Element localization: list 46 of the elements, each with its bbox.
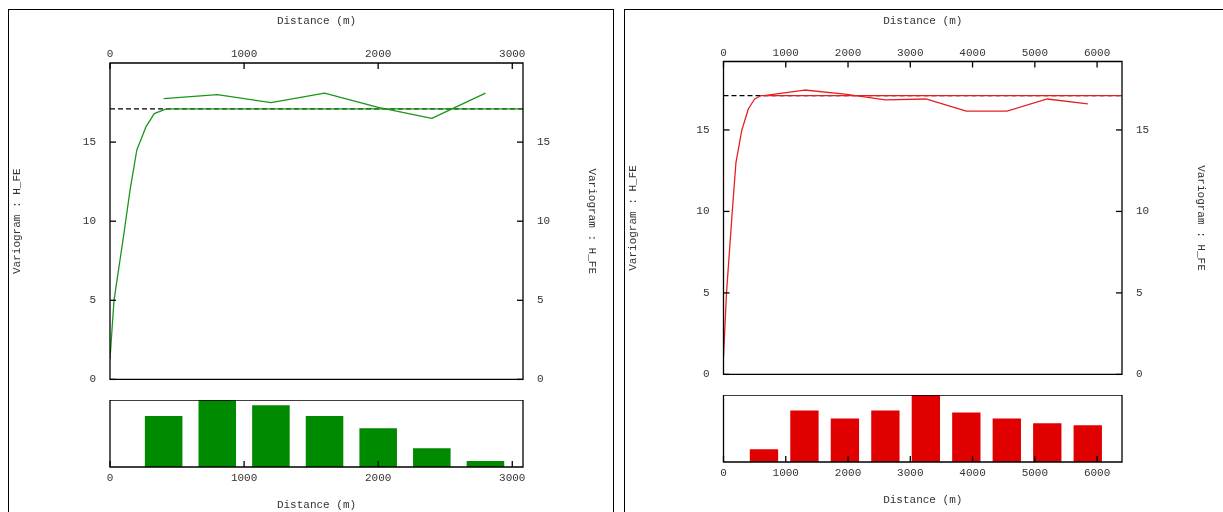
y2-tick-label: 10 — [537, 215, 551, 228]
y-axis-title: Variogram : H_FE — [10, 168, 23, 275]
y2-tick-label: 0 — [1136, 368, 1143, 381]
y2-tick-label: 15 — [1136, 123, 1150, 136]
y2-tick-label: 5 — [1136, 286, 1143, 299]
x-tick-label: 4000 — [959, 46, 986, 59]
x-tick-label: 3000 — [897, 466, 924, 479]
x-tick-label: 0 — [720, 46, 727, 59]
x-tick-label: 1000 — [772, 46, 799, 59]
x-tick-label: 3000 — [499, 471, 526, 484]
x-axis-title: Distance (m) — [276, 14, 357, 27]
x-axis-title: Distance (m) — [883, 494, 963, 507]
y2-axis-title: Variogram : H_FE — [586, 168, 599, 275]
x-tick-label: 1000 — [230, 471, 258, 484]
x-axis-title: Distance (m) — [276, 499, 357, 512]
x-tick-label: 5000 — [1021, 46, 1049, 59]
x-tick-label: 6000 — [1083, 466, 1111, 479]
x-tick-label: 2000 — [834, 466, 862, 479]
x-tick-label: 6000 — [1083, 46, 1111, 59]
y-tick-label: 5 — [89, 294, 96, 307]
y2-tick-label: 0 — [537, 373, 544, 386]
x-tick-label: 0 — [720, 466, 727, 479]
x-tick-label: 2000 — [834, 46, 862, 59]
y-axis-title: Variogram : H_FE — [626, 164, 639, 271]
x-axis-title: Distance (m) — [883, 14, 963, 27]
x-tick-label: 3000 — [499, 48, 526, 61]
x-tick-label: 0 — [106, 471, 114, 484]
x-tick-label: 5000 — [1021, 466, 1049, 479]
y-tick-label: 0 — [702, 368, 710, 381]
y-tick-label: 10 — [696, 205, 710, 218]
y2-tick-label: 5 — [537, 294, 544, 307]
y2-tick-label: 10 — [1136, 205, 1150, 218]
x-tick-label: 2000 — [364, 48, 392, 61]
y-tick-label: 5 — [702, 286, 710, 299]
y-tick-label: 10 — [82, 215, 96, 228]
x-tick-label: 3000 — [897, 46, 924, 59]
y-tick-label: 15 — [82, 136, 96, 149]
x-tick-label: 1000 — [230, 48, 258, 61]
x-tick-label: 0 — [106, 48, 114, 61]
x-tick-label: 2000 — [364, 471, 392, 484]
y-tick-label: 15 — [696, 123, 710, 136]
y2-tick-label: 15 — [537, 136, 551, 149]
x-tick-label: 4000 — [959, 466, 986, 479]
y2-axis-title: Variogram : H_FE — [1195, 165, 1208, 272]
x-tick-label: 1000 — [772, 466, 799, 479]
y-tick-label: 0 — [89, 373, 96, 386]
